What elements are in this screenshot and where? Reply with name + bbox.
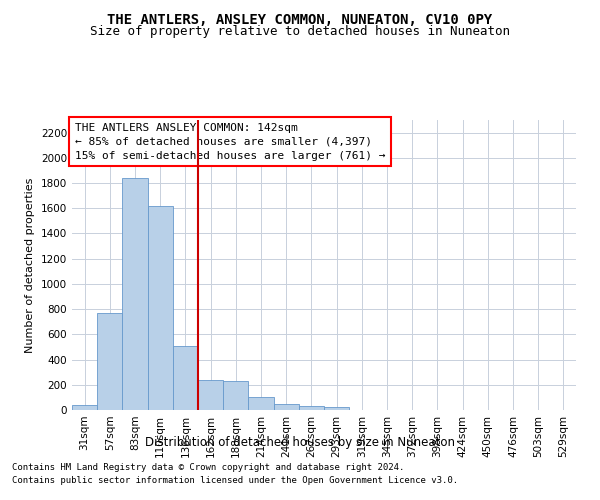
- Bar: [324, 408, 349, 410]
- Bar: [223, 381, 248, 410]
- Bar: [122, 178, 148, 410]
- Bar: [97, 313, 122, 410]
- Text: Contains public sector information licensed under the Open Government Licence v3: Contains public sector information licen…: [12, 476, 458, 485]
- Bar: [72, 405, 97, 410]
- Text: Contains HM Land Registry data © Crown copyright and database right 2024.: Contains HM Land Registry data © Crown c…: [12, 464, 404, 472]
- Text: Size of property relative to detached houses in Nuneaton: Size of property relative to detached ho…: [90, 25, 510, 38]
- Bar: [248, 398, 274, 410]
- Bar: [148, 206, 173, 410]
- Bar: [198, 380, 223, 410]
- Text: THE ANTLERS, ANSLEY COMMON, NUNEATON, CV10 0PY: THE ANTLERS, ANSLEY COMMON, NUNEATON, CV…: [107, 12, 493, 26]
- Bar: [299, 406, 324, 410]
- Bar: [173, 346, 198, 410]
- Text: Distribution of detached houses by size in Nuneaton: Distribution of detached houses by size …: [145, 436, 455, 449]
- Bar: [274, 404, 299, 410]
- Text: THE ANTLERS ANSLEY COMMON: 142sqm
← 85% of detached houses are smaller (4,397)
1: THE ANTLERS ANSLEY COMMON: 142sqm ← 85% …: [74, 123, 385, 161]
- Y-axis label: Number of detached properties: Number of detached properties: [25, 178, 35, 352]
